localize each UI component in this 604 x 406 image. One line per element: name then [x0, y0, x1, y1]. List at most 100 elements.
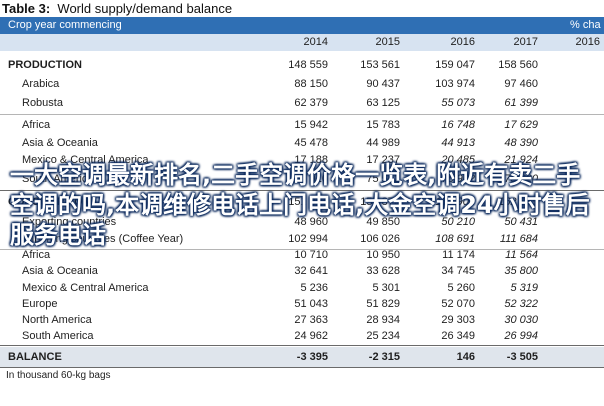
table-row: South America 69 910 75 552 76 902 75 62… [0, 170, 604, 188]
year-header-row: 2014 2015 2016 2017 2016 [0, 34, 604, 51]
table-row: Africa 15 942 15 783 16 748 17 629 [0, 116, 604, 134]
cell: 151 954 [288, 196, 328, 208]
cell: 52 070 [441, 298, 475, 310]
divider [0, 190, 604, 191]
row-label: PRODUCTION [8, 59, 82, 71]
cell: 30 030 [504, 314, 538, 326]
cell: 25 234 [366, 330, 400, 342]
balance-row: BALANCE -3 395 -2 315 146 -3 505 [0, 347, 604, 367]
cell: 51 043 [294, 298, 328, 310]
cell: 50 210 [441, 216, 475, 228]
watermark-overlay-text: 一大空调最新排名,二手空调价格一览表,附近有卖二手空调的吗,本调维修电话上门电话… [10, 161, 590, 249]
cell: 62 379 [294, 97, 328, 109]
table-row: Exporting countries 48 960 49 850 50 210… [0, 213, 604, 231]
cell: -2 315 [368, 351, 400, 363]
cell: 111 684 [499, 233, 538, 245]
cell: 15 942 [294, 119, 328, 131]
cell: 155 876 [360, 196, 400, 208]
cell: 11 174 [442, 249, 475, 261]
cell: 26 349 [441, 330, 475, 342]
cell: 44 989 [366, 137, 400, 149]
cell: 34 745 [441, 265, 475, 277]
divider [0, 249, 604, 250]
percent-change-label: % cha [570, 19, 601, 31]
cell: 162 065 [498, 196, 538, 208]
table-row: Mexico & Central America 5 236 5 301 5 2… [0, 279, 604, 297]
cell: 55 073 [441, 97, 475, 109]
table-row: Importing countries (Coffee Year) 102 99… [0, 230, 604, 248]
crop-year-label: Crop year commencing [8, 19, 122, 31]
table-row: Robusta 62 379 63 125 55 073 61 399 [0, 94, 604, 112]
cell: 11 564 [505, 249, 538, 261]
row-label: CONSUMPTION [8, 196, 91, 208]
cell: 158 560 [498, 59, 538, 71]
cell: 21 924 [504, 154, 538, 166]
cell: 20 485 [441, 154, 475, 166]
cell: 108 691 [435, 233, 475, 245]
row-label: Africa [22, 119, 51, 131]
cell: 75 552 [366, 173, 400, 185]
row-label: South America [22, 330, 94, 342]
cell: 27 363 [294, 314, 328, 326]
cell: 48 390 [504, 137, 538, 149]
cell: -3 505 [506, 351, 538, 363]
cell: 5 319 [510, 282, 538, 294]
row-label: Africa [22, 249, 51, 261]
cell: 49 850 [366, 216, 400, 228]
divider [0, 367, 604, 368]
divider [0, 345, 604, 346]
cell: 5 301 [372, 282, 400, 294]
year-col-2016: 2016 [450, 36, 475, 48]
row-label: Asia & Oceania [22, 265, 98, 277]
row-label: Exporting countries [22, 216, 117, 228]
production-total-row: PRODUCTION 148 559 153 561 159 047 158 5… [0, 56, 604, 74]
table-row: Africa 10 710 10 950 11 174 11 564 [0, 246, 604, 264]
cell: 159 047 [435, 59, 475, 71]
cell: 10 950 [366, 249, 400, 261]
table-row: Arabica 88 150 90 437 103 974 97 460 [0, 75, 604, 93]
cell: 44 913 [441, 137, 475, 149]
cell: 10 710 [294, 249, 328, 261]
row-label: North America [22, 314, 92, 326]
table-row: South America 24 962 25 234 26 349 26 99… [0, 327, 604, 345]
cell: 51 829 [366, 298, 400, 310]
cell: 17 237 [366, 154, 400, 166]
row-label: Mexico & Central America [22, 282, 149, 294]
cell: 29 303 [441, 314, 475, 326]
cell: 106 026 [360, 233, 400, 245]
year-col-pct: 2016 [575, 36, 600, 48]
cell: 17 629 [504, 119, 538, 131]
row-label: Importing countries (Coffee Year) [22, 233, 184, 245]
table-row: Asia & Oceania 32 641 33 628 34 745 35 8… [0, 262, 604, 280]
cell: -3 395 [296, 351, 328, 363]
row-label: Asia & Oceania [22, 137, 98, 149]
cell: 148 559 [288, 59, 328, 71]
cell: 61 399 [504, 97, 538, 109]
cell: 33 628 [366, 265, 400, 277]
row-label: Arabica [22, 78, 60, 90]
cell: 103 974 [435, 78, 475, 90]
cell: 45 478 [294, 137, 328, 149]
cell: 16 748 [441, 119, 475, 131]
cell: 153 561 [360, 59, 400, 71]
row-label: BALANCE [8, 351, 62, 363]
cell: 26 994 [504, 330, 538, 342]
row-label: Mexico & Central America [22, 154, 149, 166]
table-row: Europe 51 043 51 829 52 070 52 322 [0, 295, 604, 313]
row-label: Europe [22, 298, 58, 310]
cell: 24 962 [294, 330, 328, 342]
cell: 146 [456, 351, 475, 363]
cell: 158 901 [435, 196, 475, 208]
cell: 102 994 [288, 233, 328, 245]
cell: 50 431 [504, 216, 538, 228]
cell: 17 188 [294, 154, 328, 166]
cell: 32 641 [294, 265, 328, 277]
cell: 76 902 [441, 173, 475, 185]
cell: 69 910 [294, 173, 328, 185]
table-row: Asia & Oceania 45 478 44 989 44 913 48 3… [0, 134, 604, 152]
cell: 97 460 [504, 78, 538, 90]
cell: 28 934 [366, 314, 400, 326]
table-row: North America 27 363 28 934 29 303 30 03… [0, 311, 604, 329]
cell: 35 800 [504, 265, 538, 277]
table-header-band: Crop year commencing % cha [0, 17, 604, 34]
